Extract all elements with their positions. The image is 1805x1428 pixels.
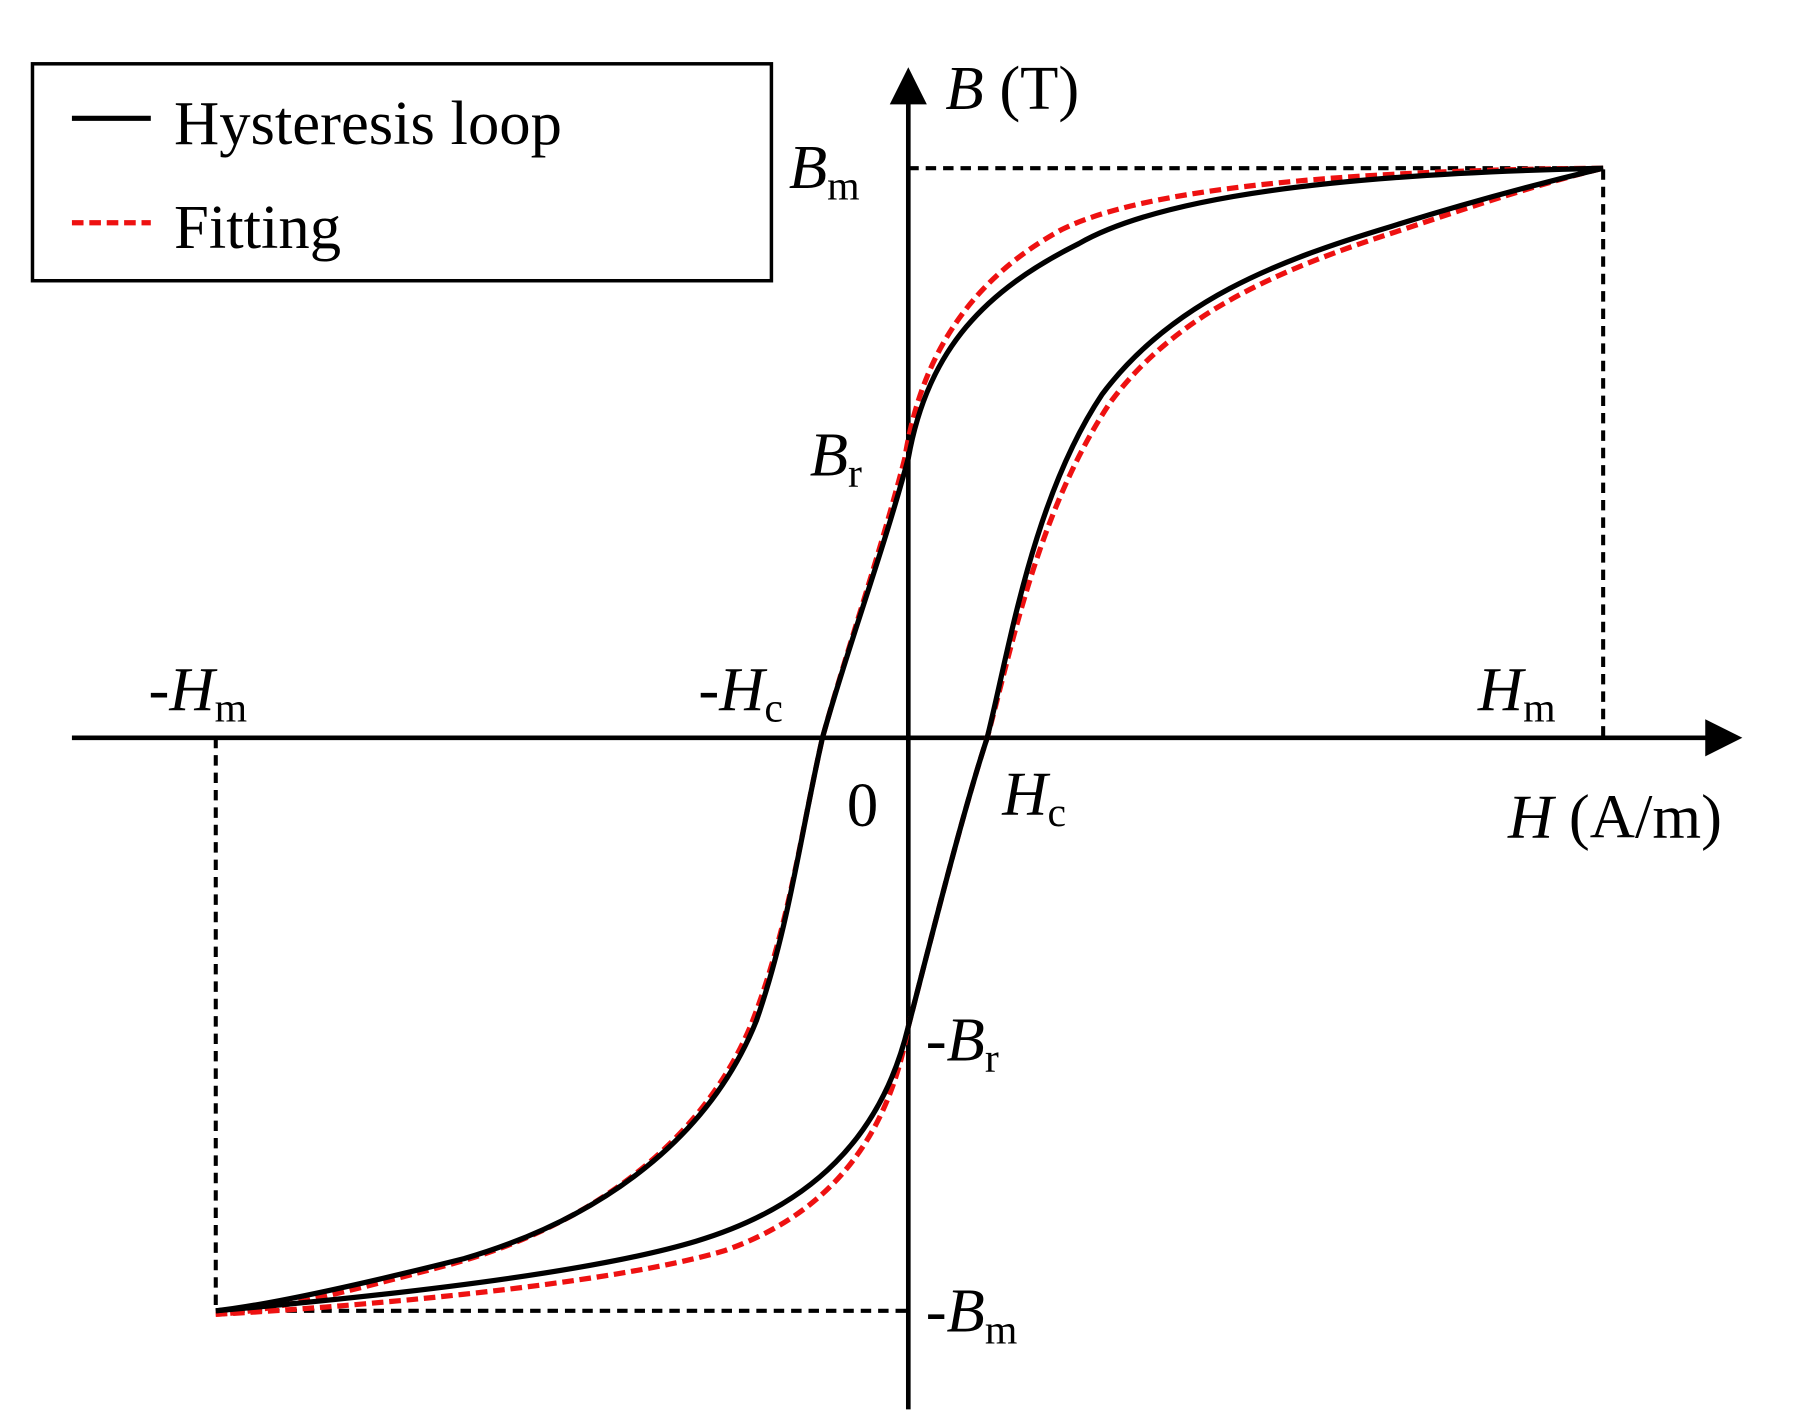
symbol: H bbox=[168, 654, 218, 724]
subscript: c bbox=[1047, 790, 1066, 836]
subscript: r bbox=[985, 1036, 999, 1082]
subscript: m bbox=[985, 1307, 1017, 1353]
sign: - bbox=[926, 1004, 947, 1074]
symbol: B bbox=[810, 420, 848, 490]
sign: - bbox=[926, 1276, 947, 1346]
origin-label: 0 bbox=[847, 770, 878, 840]
point-label: Br bbox=[810, 420, 862, 498]
point-label: Bm bbox=[789, 132, 860, 210]
guide-line bbox=[213, 737, 909, 1313]
point-label: -Br bbox=[926, 1004, 999, 1082]
hysteresis-upper bbox=[215, 165, 1604, 1314]
symbol: B bbox=[945, 53, 983, 123]
sign: - bbox=[698, 654, 719, 724]
subscript: m bbox=[215, 686, 247, 732]
subscript: m bbox=[1523, 686, 1555, 732]
point-label: -Hm bbox=[148, 654, 247, 732]
symbol: B bbox=[947, 1276, 985, 1346]
point-label: -Bm bbox=[926, 1276, 1018, 1354]
point-label: Hc bbox=[1001, 758, 1066, 836]
arrow bbox=[1705, 719, 1743, 757]
symbol: B bbox=[947, 1004, 985, 1074]
unit: (T) bbox=[999, 53, 1079, 123]
symbol: H bbox=[1001, 758, 1051, 828]
symbol: H bbox=[718, 654, 768, 724]
y-axis-title: B (T) bbox=[945, 53, 1079, 123]
symbol: H bbox=[1507, 782, 1557, 852]
legend-label: Hysteresis loop bbox=[174, 88, 562, 158]
hysteresis-lower bbox=[215, 165, 1604, 1314]
symbol: B bbox=[789, 132, 827, 202]
subscript: m bbox=[827, 164, 859, 210]
legend-label: Fitting bbox=[174, 192, 341, 262]
point-label: Hm bbox=[1477, 654, 1556, 732]
subscript: c bbox=[764, 686, 783, 732]
sign: - bbox=[148, 654, 169, 724]
subscript: r bbox=[848, 451, 862, 497]
symbol: H bbox=[1477, 654, 1527, 724]
arrow bbox=[889, 67, 927, 105]
guide-line bbox=[908, 166, 1606, 738]
unit: (A/m) bbox=[1569, 782, 1722, 852]
point-label: -Hc bbox=[698, 654, 783, 732]
legend-box bbox=[30, 62, 774, 283]
x-axis-title: H (A/m) bbox=[1507, 782, 1722, 852]
